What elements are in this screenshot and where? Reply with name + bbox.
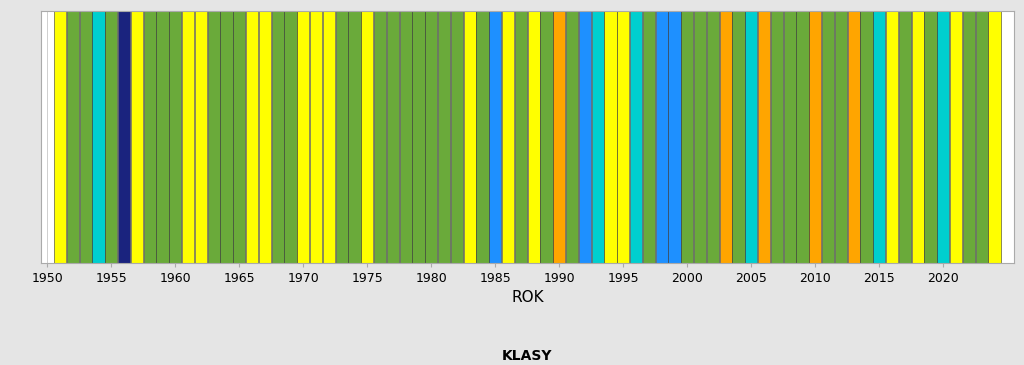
Bar bbox=[489, 11, 502, 263]
Bar bbox=[937, 11, 949, 263]
Bar bbox=[758, 11, 770, 263]
Bar bbox=[604, 11, 616, 263]
Bar bbox=[476, 11, 488, 263]
Bar bbox=[157, 11, 169, 263]
Bar bbox=[681, 11, 693, 263]
Bar bbox=[425, 11, 437, 263]
Bar bbox=[822, 11, 835, 263]
Bar bbox=[860, 11, 872, 263]
Bar bbox=[579, 11, 591, 263]
Bar bbox=[835, 11, 847, 263]
Bar bbox=[399, 11, 412, 263]
Bar bbox=[131, 11, 143, 263]
Bar bbox=[310, 11, 323, 263]
Bar bbox=[271, 11, 284, 263]
Bar bbox=[464, 11, 476, 263]
Bar bbox=[797, 11, 809, 263]
Bar bbox=[911, 11, 924, 263]
Bar bbox=[745, 11, 758, 263]
Bar bbox=[873, 11, 886, 263]
Bar bbox=[438, 11, 451, 263]
Bar bbox=[413, 11, 425, 263]
Bar bbox=[336, 11, 348, 263]
Bar bbox=[451, 11, 463, 263]
Bar bbox=[80, 11, 92, 263]
Bar bbox=[527, 11, 540, 263]
Bar bbox=[988, 11, 1000, 263]
Bar bbox=[783, 11, 796, 263]
Bar bbox=[220, 11, 232, 263]
Bar bbox=[655, 11, 668, 263]
Bar bbox=[630, 11, 642, 263]
Bar bbox=[361, 11, 374, 263]
Bar bbox=[925, 11, 937, 263]
Bar bbox=[259, 11, 271, 263]
Bar bbox=[169, 11, 181, 263]
Bar bbox=[502, 11, 514, 263]
Bar bbox=[553, 11, 565, 263]
Bar bbox=[541, 11, 553, 263]
Bar bbox=[643, 11, 655, 263]
Bar bbox=[387, 11, 399, 263]
Bar bbox=[208, 11, 220, 263]
Bar bbox=[707, 11, 719, 263]
Bar bbox=[617, 11, 630, 263]
Bar bbox=[195, 11, 207, 263]
Bar bbox=[950, 11, 963, 263]
Bar bbox=[182, 11, 195, 263]
Bar bbox=[592, 11, 604, 263]
Bar bbox=[105, 11, 118, 263]
Bar bbox=[348, 11, 360, 263]
Bar bbox=[566, 11, 579, 263]
Bar bbox=[694, 11, 707, 263]
Legend: skrajnie sucho, bardzo sucho, sucho, norma, wilgotno, bardzo wilgotno, skrajnie : skrajnie sucho, bardzo sucho, sucho, nor… bbox=[158, 344, 897, 365]
Bar bbox=[323, 11, 335, 263]
Bar bbox=[809, 11, 821, 263]
Bar bbox=[771, 11, 783, 263]
Bar bbox=[963, 11, 975, 263]
Bar bbox=[143, 11, 156, 263]
Bar bbox=[848, 11, 860, 263]
Bar bbox=[67, 11, 79, 263]
Bar bbox=[976, 11, 988, 263]
Bar bbox=[246, 11, 258, 263]
Bar bbox=[233, 11, 246, 263]
Bar bbox=[92, 11, 104, 263]
Bar bbox=[720, 11, 732, 263]
Bar bbox=[374, 11, 386, 263]
Bar bbox=[886, 11, 898, 263]
Bar bbox=[515, 11, 527, 263]
Bar bbox=[669, 11, 681, 263]
Bar bbox=[297, 11, 309, 263]
Bar bbox=[54, 11, 67, 263]
X-axis label: ROK: ROK bbox=[511, 291, 544, 306]
Bar bbox=[732, 11, 744, 263]
Bar bbox=[285, 11, 297, 263]
Bar bbox=[118, 11, 130, 263]
Bar bbox=[899, 11, 911, 263]
